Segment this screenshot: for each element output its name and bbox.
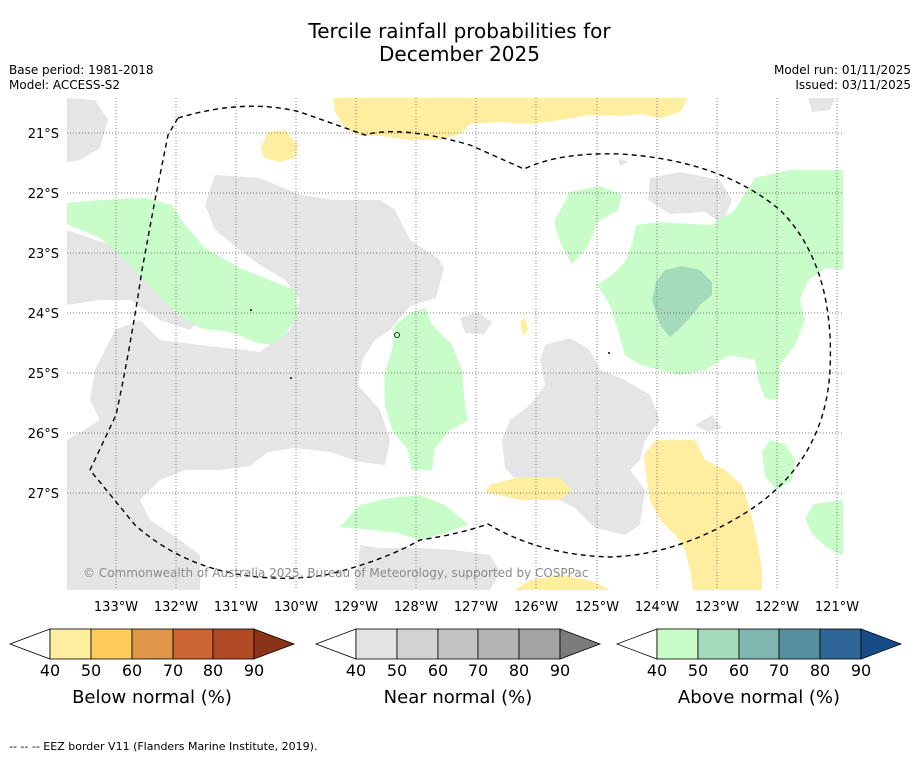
- colorbar-tick: 90: [851, 661, 871, 680]
- base-period: Base period: 1981-2018: [9, 63, 154, 77]
- lon-label: 131°W: [214, 600, 258, 615]
- colorbar-tick: 40: [647, 661, 667, 680]
- colorbar-tick: 60: [122, 661, 142, 680]
- map-speck: [250, 309, 252, 311]
- colorbar-cell: [49, 628, 92, 660]
- colorbar-tick: 60: [428, 661, 448, 680]
- map-speck: [608, 352, 610, 354]
- lat-label: 21°S: [28, 127, 59, 142]
- lon-label: 126°W: [514, 600, 558, 615]
- colorbar-title: Below normal (%): [72, 687, 232, 708]
- lat-label: 24°S: [28, 307, 59, 322]
- lon-label: 129°W: [334, 600, 378, 615]
- lon-label: 121°W: [815, 600, 859, 615]
- copyright-notice: © Commonwealth of Australia 2025, Bureau…: [83, 566, 588, 580]
- lon-label: 122°W: [755, 600, 799, 615]
- colorbar-below-normal: 40 50 60 70 80 90 Below normal (%): [8, 628, 296, 708]
- lon-label: 123°W: [695, 600, 739, 615]
- colorbar-tick: 70: [163, 661, 183, 680]
- model-name: Model: ACCESS-S2: [9, 78, 121, 92]
- colorbar-tick: 90: [244, 661, 264, 680]
- colorbar-tick: 70: [468, 661, 488, 680]
- colorbar-cell: [396, 628, 439, 660]
- colorbar-above-normal: 40 50 60 70 80 90 Above normal (%): [615, 628, 903, 708]
- colorbar-extend-tip: [253, 628, 296, 660]
- lat-labels: 21°S 22°S 23°S 24°S 25°S 26°S 27°S: [28, 127, 59, 502]
- colorbar-cell: [778, 628, 821, 660]
- lon-label: 130°W: [274, 600, 318, 615]
- colorbar-white-tip: [8, 628, 51, 660]
- lat-label: 23°S: [28, 247, 59, 262]
- below-normal-regions: [261, 98, 762, 590]
- title-line-2: December 2025: [379, 42, 540, 66]
- colorbar-extend-tip: [559, 628, 602, 660]
- colorbar-cell: [90, 628, 133, 660]
- eez-footer-note: -- -- -- EEZ border V11 (Flanders Marine…: [9, 740, 318, 753]
- colorbar-tick: 80: [203, 661, 223, 680]
- colorbar-cell: [518, 628, 561, 660]
- colorbar-cell: [355, 628, 398, 660]
- colorbar-tick: 80: [509, 661, 529, 680]
- above-normal-50-60-region: [652, 266, 712, 337]
- colorbar-cell: [437, 628, 479, 660]
- colorbar-cell: [172, 628, 214, 660]
- colorbar-title: Near normal (%): [384, 687, 533, 708]
- colorbar-tick: 50: [387, 661, 407, 680]
- issued-date: Issued: 03/11/2025: [795, 78, 911, 92]
- lat-label: 22°S: [28, 187, 59, 202]
- colorbar-tick: 80: [810, 661, 830, 680]
- colorbar-tick: 40: [40, 661, 60, 680]
- colorbar-extend-tip: [860, 628, 903, 660]
- title-line-1: Tercile rainfall probabilities for: [308, 19, 611, 43]
- island-marker: [394, 332, 400, 338]
- map-speck: [290, 377, 292, 379]
- colorbar-cell: [697, 628, 740, 660]
- colorbar-title: Above normal (%): [678, 687, 840, 708]
- gridlines: [67, 98, 843, 590]
- colorbar-cell: [131, 628, 174, 660]
- colorbar-white-tip: [615, 628, 658, 660]
- lon-label: 133°W: [94, 600, 138, 615]
- colorbar-cell: [656, 628, 699, 660]
- colorbar-near-normal: 40 50 60 70 80 90 Near normal (%): [314, 628, 602, 708]
- colorbar-tick: 90: [550, 661, 570, 680]
- above-normal-regions: [67, 170, 843, 556]
- eez-border: [89, 105, 832, 579]
- colorbar-tick: 60: [729, 661, 749, 680]
- map-plot-area: © Commonwealth of Australia 2025, Bureau…: [67, 98, 843, 590]
- model-run: Model run: 01/11/2025: [773, 63, 911, 77]
- lon-label: 132°W: [154, 600, 198, 615]
- colorbar-cell: [477, 628, 520, 660]
- lat-label: 26°S: [28, 427, 59, 442]
- lon-label: 128°W: [394, 600, 438, 615]
- lon-label: 124°W: [635, 600, 679, 615]
- colorbar-tick: 40: [346, 661, 366, 680]
- colorbar-tick: 70: [769, 661, 789, 680]
- lon-label: 127°W: [454, 600, 498, 615]
- lon-labels: 133°W 132°W 131°W 130°W 129°W 128°W 127°…: [94, 600, 859, 615]
- colorbar-tick: 50: [81, 661, 101, 680]
- colorbar-cell: [738, 628, 780, 660]
- colorbar-cell: [819, 628, 862, 660]
- lat-label: 25°S: [28, 367, 59, 382]
- colorbar-cell: [212, 628, 255, 660]
- colorbar-white-tip: [314, 628, 357, 660]
- lat-label: 27°S: [28, 487, 59, 502]
- colorbar-tick: 50: [688, 661, 708, 680]
- lon-label: 125°W: [575, 600, 619, 615]
